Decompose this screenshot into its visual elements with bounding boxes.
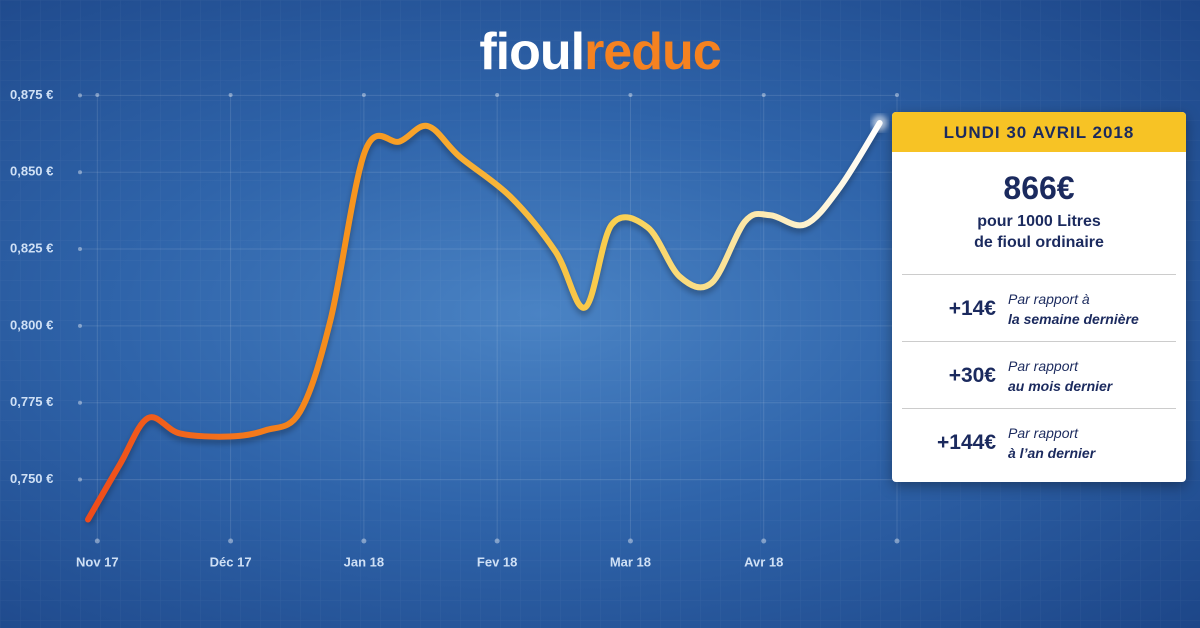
axis-dot <box>78 247 82 252</box>
axis-dot <box>78 477 82 482</box>
note: Par rapport au mois dernier <box>1008 356 1112 396</box>
x-tick-label: Mar 18 <box>610 554 651 569</box>
x-tick-label: Nov 17 <box>76 554 119 569</box>
note: Par rapport à l’an dernier <box>1008 423 1095 463</box>
line <box>84 120 883 523</box>
axis-dot <box>228 93 233 97</box>
card-line: pour 1000 Litres <box>977 213 1101 230</box>
axis-dot <box>761 538 767 544</box>
axis-dot <box>94 538 100 544</box>
axis-dot <box>78 93 82 98</box>
card-row: +30€ Par rapport au mois dernier <box>902 341 1176 409</box>
axis-dot <box>78 400 82 405</box>
axis-dot <box>361 538 367 544</box>
card-row: +14€ Par rapport à la semaine dernière <box>902 274 1176 342</box>
axis-dot <box>628 93 633 97</box>
y-tick-label: 0,875 € <box>10 87 53 102</box>
x-tick-label: Jan 18 <box>344 554 384 569</box>
y-tick-label: 0,825 € <box>10 240 53 255</box>
note-line: Par rapport à <box>1008 291 1090 307</box>
axis-dot <box>361 93 366 97</box>
note-line: à l’an dernier <box>1008 445 1096 461</box>
x-tick-label: Fev 18 <box>477 554 517 569</box>
axis-dot <box>78 323 82 328</box>
note-line: Par rapport <box>1008 425 1079 441</box>
logo-part: fioul <box>479 23 585 81</box>
note-line: la semaine dernière <box>1008 311 1139 327</box>
card-row: +144€ Par rapport à l’an dernier <box>902 408 1176 476</box>
axis-dot <box>761 93 766 97</box>
axis-dot <box>894 538 900 544</box>
axis-dot <box>78 170 82 175</box>
card-line: de fioul ordinaire <box>974 234 1104 251</box>
logo-part: reduc <box>584 23 722 81</box>
axis-dot <box>95 93 100 97</box>
x-tick-label: Avr 18 <box>744 554 783 569</box>
delta: +14€ <box>948 297 996 320</box>
price-card: LUNDI 30 AVRIL 2018 866€ pour 1000 Litre… <box>892 112 1186 482</box>
end-glow <box>871 115 888 132</box>
axis-dot <box>495 93 500 97</box>
card-date: LUNDI 30 AVRIL 2018 <box>892 112 1186 152</box>
axis-dot <box>494 538 500 544</box>
axis-dot <box>895 93 899 97</box>
axis-dot <box>627 538 633 544</box>
note-line: Par rapport <box>1008 358 1079 374</box>
y-tick-label: 0,850 € <box>10 164 53 179</box>
y-tick-label: 0,775 € <box>10 394 53 409</box>
card-price: 866€ <box>1003 170 1075 206</box>
x-tick-label: Déc 17 <box>210 554 252 569</box>
delta: +30€ <box>948 364 996 387</box>
axis-dot <box>228 538 234 544</box>
y-tick-label: 0,800 € <box>10 317 53 332</box>
note: Par rapport à la semaine dernière <box>1008 289 1139 329</box>
delta: +144€ <box>937 431 996 454</box>
y-tick-label: 0,750 € <box>10 471 53 486</box>
note-line: au mois dernier <box>1008 378 1113 394</box>
logo: fioulreduc <box>0 22 1200 82</box>
